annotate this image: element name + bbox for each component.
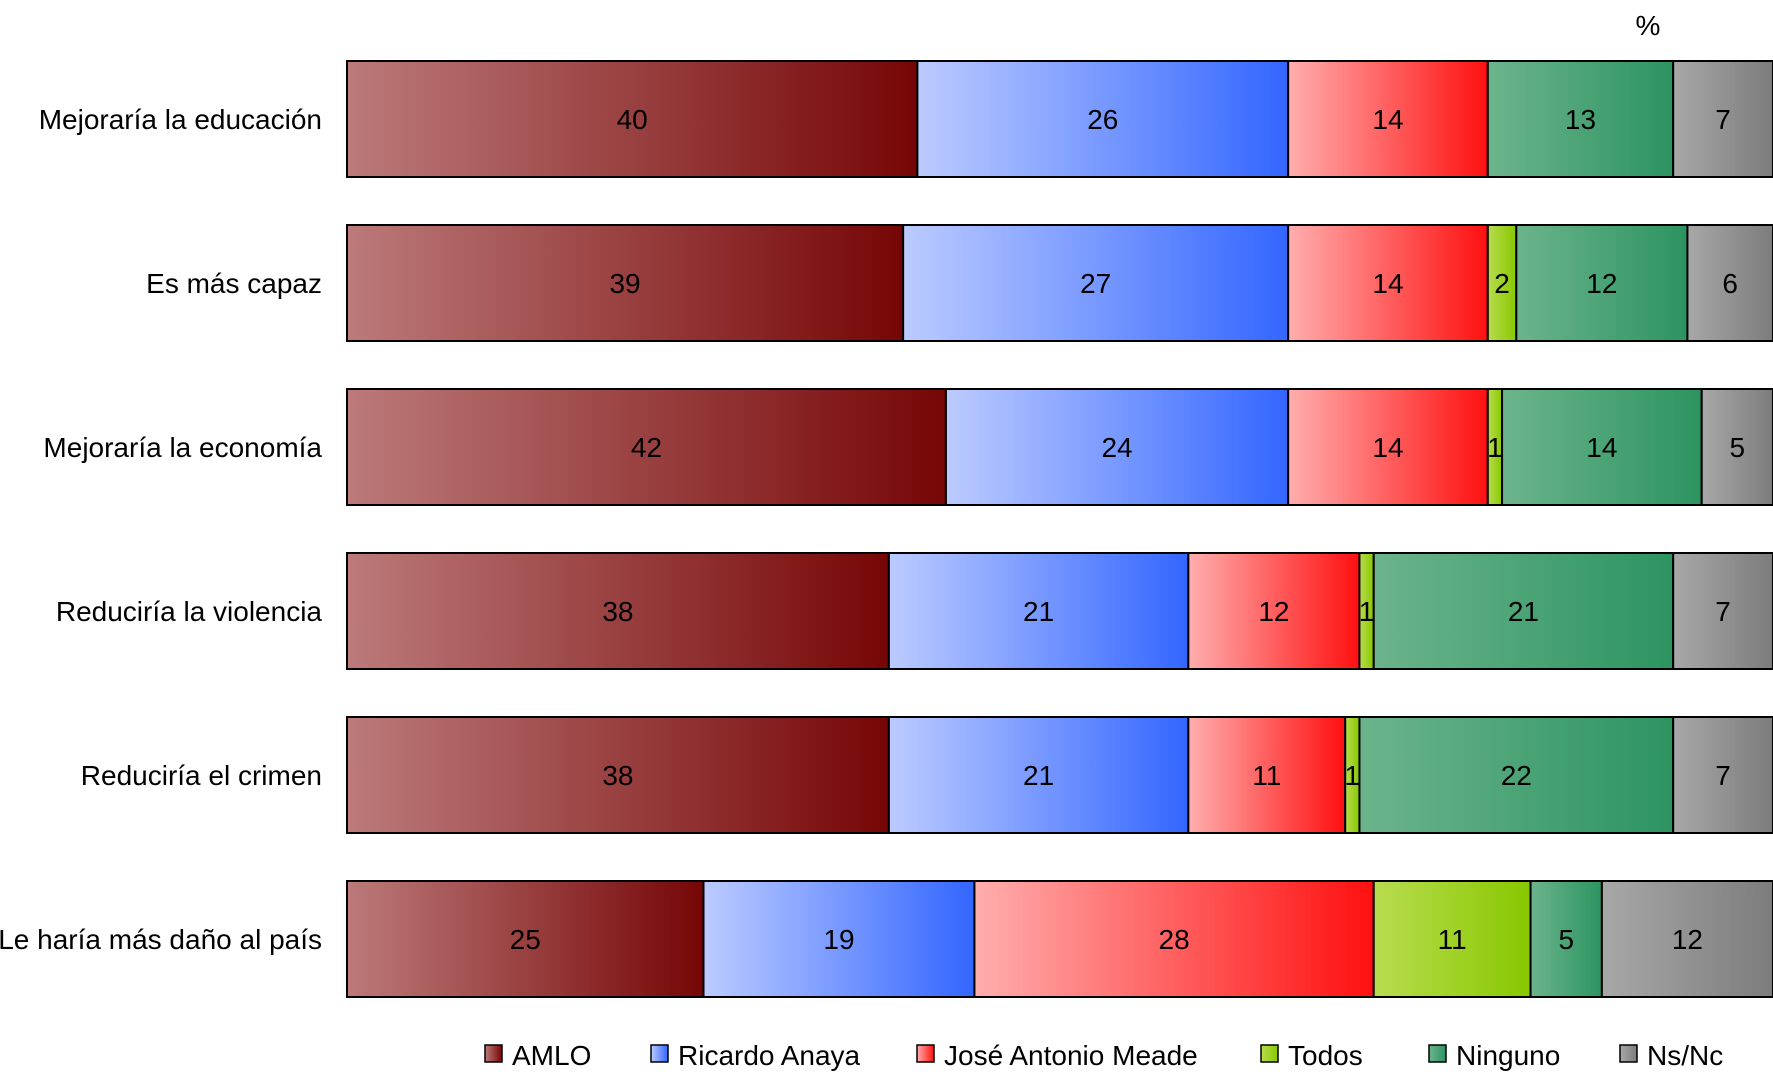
bar-segment — [944, 388, 1290, 506]
data-label: 13 — [1565, 104, 1596, 135]
legend-label: Ricardo Anaya — [678, 1040, 861, 1071]
category-label: Reduciría el crimen — [81, 760, 322, 791]
category-label: Le haría más daño al país — [0, 924, 322, 955]
data-label: 7 — [1715, 596, 1731, 627]
bar-segment — [1372, 880, 1532, 998]
bar-segment — [346, 60, 919, 178]
data-label: 11 — [1438, 924, 1467, 955]
bar-segment — [346, 552, 890, 670]
bar-segment — [346, 388, 947, 506]
data-label: 7 — [1715, 760, 1731, 791]
data-label: 5 — [1558, 924, 1574, 955]
data-label: 14 — [1372, 268, 1403, 299]
category-label: Mejoraría la educación — [39, 104, 322, 135]
data-label: 19 — [823, 924, 854, 955]
bar-segment — [1187, 716, 1347, 834]
bar-segment — [346, 880, 705, 998]
labels-layer: 40 26 14 13 739 27 14 2 12 642 24 14 1 14 538 21 12 1 21 73… — [510, 104, 1745, 955]
legend-swatch — [650, 1044, 669, 1063]
legend-swatch — [916, 1044, 935, 1063]
legend-swatch — [1428, 1044, 1447, 1063]
legend-label: AMLO — [512, 1040, 591, 1071]
data-label: 26 — [1087, 104, 1118, 135]
data-label: 21 — [1023, 596, 1054, 627]
legend: AMLO Ricardo Anaya José Antonio Meade Todos… — [484, 1040, 1723, 1071]
data-label: 1 — [1359, 596, 1375, 627]
bar-segment — [902, 224, 1290, 342]
bar-segment — [973, 880, 1375, 998]
data-label: 14 — [1372, 104, 1403, 135]
bar-segment — [887, 552, 1190, 670]
legend-label: José Antonio Meade — [944, 1040, 1198, 1071]
data-label: 14 — [1372, 432, 1403, 463]
data-label: 11 — [1252, 760, 1281, 791]
bar-segment — [1600, 880, 1773, 998]
data-label: 42 — [631, 432, 662, 463]
bar-segment — [1287, 388, 1489, 506]
data-label: 6 — [1722, 268, 1738, 299]
unit-label: % — [1636, 10, 1661, 41]
data-label: 5 — [1730, 432, 1746, 463]
bar-segment — [1372, 552, 1675, 670]
data-label: 38 — [602, 760, 633, 791]
data-label: 2 — [1494, 268, 1510, 299]
data-label: 22 — [1501, 760, 1532, 791]
data-label: 1 — [1345, 760, 1361, 791]
data-label: 21 — [1508, 596, 1539, 627]
data-label: 40 — [617, 104, 648, 135]
data-label: 38 — [602, 596, 633, 627]
data-label: 27 — [1080, 268, 1111, 299]
bar-segment — [1501, 388, 1703, 506]
legend-label: Todos — [1288, 1040, 1363, 1071]
data-label: 12 — [1672, 924, 1703, 955]
legend-swatch — [1619, 1044, 1638, 1063]
category-label: Mejoraría la economía — [43, 432, 322, 463]
bar-segment — [1287, 60, 1489, 178]
legend-label: Ninguno — [1456, 1040, 1560, 1071]
bar-segment — [1529, 880, 1603, 998]
category-label: Reduciría la violencia — [56, 596, 323, 627]
bar-segment — [1672, 60, 1773, 178]
data-label: 12 — [1258, 596, 1289, 627]
bar-segment — [1672, 716, 1773, 834]
legend-swatch — [1260, 1044, 1279, 1063]
legend-label: Ns/Nc — [1647, 1040, 1723, 1071]
data-label: 1 — [1487, 432, 1503, 463]
data-label: 12 — [1586, 268, 1617, 299]
data-label: 25 — [510, 924, 541, 955]
bar-segment — [1486, 60, 1675, 178]
category-label: Es más capaz — [146, 268, 322, 299]
bar-segment — [887, 716, 1190, 834]
bar-segment — [1672, 552, 1773, 670]
legend-swatch — [484, 1044, 503, 1063]
bar-segment — [1686, 224, 1773, 342]
bar-segment — [1358, 716, 1675, 834]
bars-layer — [346, 60, 1773, 998]
data-label: 7 — [1715, 104, 1731, 135]
bar-segment — [1515, 224, 1689, 342]
data-label: 28 — [1159, 924, 1190, 955]
category-labels: Mejoraría la educación Es más capaz Mejora… — [0, 104, 322, 955]
bar-segment — [916, 60, 1290, 178]
data-label: 21 — [1023, 760, 1054, 791]
bar-segment — [346, 224, 905, 342]
data-label: 24 — [1101, 432, 1132, 463]
bar-segment — [346, 716, 890, 834]
bar-segment — [702, 880, 976, 998]
data-label: 14 — [1586, 432, 1617, 463]
data-label: 39 — [609, 268, 640, 299]
